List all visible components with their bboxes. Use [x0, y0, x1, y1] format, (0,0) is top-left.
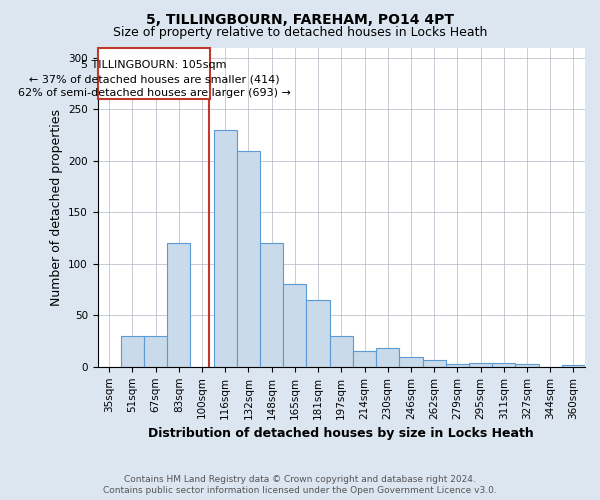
Bar [121, 336, 144, 367]
FancyBboxPatch shape [98, 48, 211, 99]
X-axis label: Distribution of detached houses by size in Locks Heath: Distribution of detached houses by size … [148, 427, 534, 440]
Bar [353, 352, 376, 367]
Bar [446, 364, 469, 367]
Bar [283, 284, 307, 367]
Text: 5 TILLINGBOURN: 105sqm: 5 TILLINGBOURN: 105sqm [81, 60, 227, 70]
Text: Contains HM Land Registry data © Crown copyright and database right 2024.: Contains HM Land Registry data © Crown c… [124, 475, 476, 484]
Bar [144, 336, 167, 367]
Text: ← 37% of detached houses are smaller (414): ← 37% of detached houses are smaller (41… [29, 74, 280, 85]
Bar [329, 336, 353, 367]
Bar [167, 243, 190, 367]
Text: 62% of semi-detached houses are larger (693) →: 62% of semi-detached houses are larger (… [17, 88, 290, 98]
Bar [469, 362, 492, 367]
Bar [376, 348, 400, 367]
Bar [400, 356, 422, 367]
Bar [307, 300, 329, 367]
Text: Size of property relative to detached houses in Locks Heath: Size of property relative to detached ho… [113, 26, 487, 39]
Bar [214, 130, 237, 367]
Bar [260, 243, 283, 367]
Bar [492, 362, 515, 367]
Y-axis label: Number of detached properties: Number of detached properties [50, 108, 62, 306]
Bar [562, 365, 585, 367]
Text: 5, TILLINGBOURN, FAREHAM, PO14 4PT: 5, TILLINGBOURN, FAREHAM, PO14 4PT [146, 12, 454, 26]
Bar [515, 364, 539, 367]
Bar [237, 150, 260, 367]
Bar [422, 360, 446, 367]
Text: Contains public sector information licensed under the Open Government Licence v3: Contains public sector information licen… [103, 486, 497, 495]
